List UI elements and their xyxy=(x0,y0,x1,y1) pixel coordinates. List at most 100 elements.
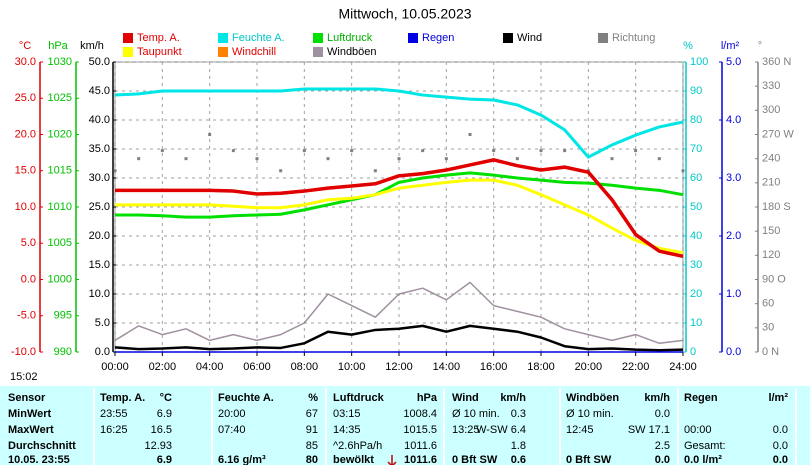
y-tick-label: 40 xyxy=(690,230,702,242)
y-tick-label: 5.0 xyxy=(95,317,110,329)
legend-swatch xyxy=(313,47,323,57)
y-tick-label: 10.0 xyxy=(89,288,110,300)
direction-dot xyxy=(350,149,354,153)
y-tick-label: 90 O xyxy=(762,273,786,285)
y-tick-label: 990 xyxy=(54,346,72,358)
series-line xyxy=(114,281,684,345)
x-tick-label: 18:00 xyxy=(527,361,555,373)
y-tick-label: 150 xyxy=(762,225,780,237)
direction-dot xyxy=(421,149,425,153)
table-cell: Ø 10 min. xyxy=(566,408,614,420)
y-tick-label: 3.0 xyxy=(726,172,741,184)
table-cell: 00:00 xyxy=(684,424,712,436)
x-tick-label: 24:00 xyxy=(669,361,697,373)
axis-unit: °C xyxy=(19,40,31,52)
y-tick-label: 60 xyxy=(690,172,702,184)
series-line xyxy=(115,178,684,255)
legend-swatch xyxy=(218,47,228,57)
table-cell: 6.16 g/m³ xyxy=(218,454,266,465)
y-tick-label: 0.0 xyxy=(21,273,36,285)
legend-swatch xyxy=(218,33,228,43)
axis-unit: km/h xyxy=(80,40,104,52)
direction-dot xyxy=(326,157,330,161)
axis-unit: % xyxy=(683,40,693,52)
axis-unit: ° xyxy=(758,40,762,52)
table-cell: Temp. A. xyxy=(100,392,145,404)
table-cell: Sensor xyxy=(8,392,46,404)
legend-swatch xyxy=(598,33,608,43)
series-line xyxy=(114,324,684,352)
plot xyxy=(113,87,685,353)
legend-label: Feuchte A. xyxy=(232,32,285,44)
table-cell: 1008.4 xyxy=(403,408,437,420)
table-cell: 0.0 l/m² xyxy=(684,454,722,465)
table-cell: °C xyxy=(160,392,172,404)
y-tick-label: 10.0 xyxy=(15,201,36,213)
y-tick-label: 0.0 xyxy=(726,346,741,358)
y-tick-label: 25.0 xyxy=(15,92,36,104)
table-cell: 2.5 xyxy=(655,440,670,452)
axis-unit: l/m² xyxy=(721,40,740,52)
table-cell: 0.3 xyxy=(511,408,526,420)
legend-label: Windböen xyxy=(327,46,377,58)
direction-dot xyxy=(137,157,141,161)
y-tick-label: -10.0 xyxy=(11,346,36,358)
y-tick-label: 300 xyxy=(762,104,780,116)
direction-dot xyxy=(610,157,614,161)
table-cell: 10.05. 23:55 xyxy=(8,454,70,465)
table-cell: 0.0 xyxy=(655,454,670,465)
y-tick-label: 45.0 xyxy=(89,85,110,97)
x-tick-label: 10:00 xyxy=(338,361,366,373)
axis-unit: hPa xyxy=(48,40,68,52)
y-tick-label: 80 xyxy=(690,114,702,126)
y-tick-label: 0 xyxy=(690,346,696,358)
y-tick-label: 10 xyxy=(690,317,702,329)
y-tick-label: 90 xyxy=(690,85,702,97)
x-tick-label: 16:00 xyxy=(480,361,508,373)
direction-dot xyxy=(279,169,283,173)
table-cell: 16.5 xyxy=(151,424,172,436)
table-cell: hPa xyxy=(417,392,438,404)
legend-label: Regen xyxy=(422,32,454,44)
table-cell: MinWert xyxy=(8,408,52,420)
y-tick-label: 30 xyxy=(762,322,774,334)
table-cell: Gesamt: xyxy=(684,440,726,452)
y-tick-label: 1020 xyxy=(48,128,72,140)
table-cell: 80 xyxy=(306,454,318,465)
table-cell: 0 Bft SW xyxy=(452,454,498,465)
x-tick-label: 02:00 xyxy=(149,361,177,373)
table-cell: 0.0 xyxy=(655,408,670,420)
plot-area xyxy=(114,61,684,353)
y-tick-label: 50.0 xyxy=(89,56,110,68)
y-tick-label: 330 xyxy=(762,80,780,92)
legend-swatch xyxy=(123,33,133,43)
table-cell: 0.0 xyxy=(773,424,788,436)
y-tick-label: 1000 xyxy=(48,273,72,285)
table-cell: l/m² xyxy=(768,392,788,404)
y-tick-label: 50 xyxy=(690,201,702,213)
axes: 00:00 02:00 04:00 06:00 08:00 10:00 12:00 14:00… xyxy=(11,40,794,373)
table-cell: 07:40 xyxy=(218,424,246,436)
table-cell: 85 xyxy=(306,440,318,452)
y-tick-label: 35.0 xyxy=(89,143,110,155)
y-tick-label: 1025 xyxy=(48,92,72,104)
x-tick-label: 12:00 xyxy=(385,361,413,373)
direction-dot xyxy=(492,149,496,153)
y-tick-label: 5.0 xyxy=(21,237,36,249)
table-cell: 13:25 xyxy=(452,424,480,436)
table-cell: Ø 10 min. xyxy=(452,408,500,420)
direction-dot xyxy=(373,169,377,173)
x-tick-label: 04:00 xyxy=(196,361,224,373)
direction-dot xyxy=(539,149,543,153)
table-cell: Windböen xyxy=(566,392,619,404)
table-cell: Regen xyxy=(684,392,718,404)
x-tick-label: 06:00 xyxy=(243,361,271,373)
y-tick-label: -5.0 xyxy=(17,310,36,322)
y-tick-label: 1015 xyxy=(48,165,72,177)
y-tick-label: 20.0 xyxy=(15,128,36,140)
legend-swatch xyxy=(408,33,418,43)
table-cell: 12.93 xyxy=(144,440,172,452)
y-tick-label: 180 S xyxy=(762,201,791,213)
legend-label: Wind xyxy=(517,32,542,44)
